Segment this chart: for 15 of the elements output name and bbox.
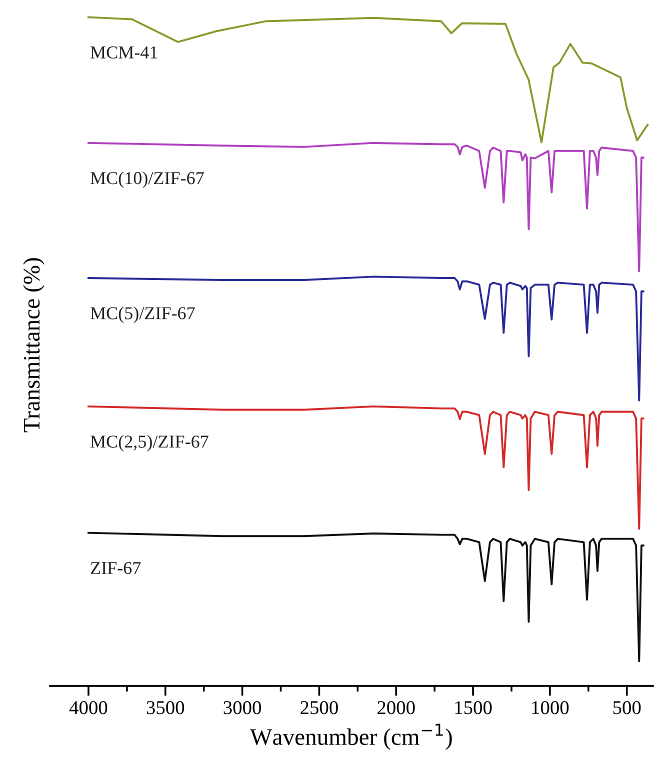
series-label: ZIF-67 bbox=[90, 562, 141, 574]
y-axis-title: Transmittance (%) bbox=[23, 258, 44, 432]
x-axis-title: Wavenumber (cm$^{−1}$) bbox=[250, 724, 452, 750]
x-tick-label: 1000 bbox=[532, 701, 569, 714]
x-tick-label: 1500 bbox=[455, 701, 492, 714]
series-label: MC(5)/ZIF-67 bbox=[90, 306, 195, 323]
series-label: MCM-41 bbox=[90, 46, 158, 59]
series-label: MC(2,5)/ZIF-67 bbox=[90, 435, 208, 452]
x-tick-label: 500 bbox=[613, 701, 641, 714]
x-tick-label: 3500 bbox=[146, 701, 184, 714]
x-tick-label: 2000 bbox=[378, 701, 415, 714]
x-tick-label: 2500 bbox=[300, 701, 338, 714]
series-label: MC(10)/ZIF-67 bbox=[90, 172, 204, 188]
x-tick-label: 3000 bbox=[224, 701, 261, 714]
x-tick-label: 4000 bbox=[69, 701, 108, 714]
